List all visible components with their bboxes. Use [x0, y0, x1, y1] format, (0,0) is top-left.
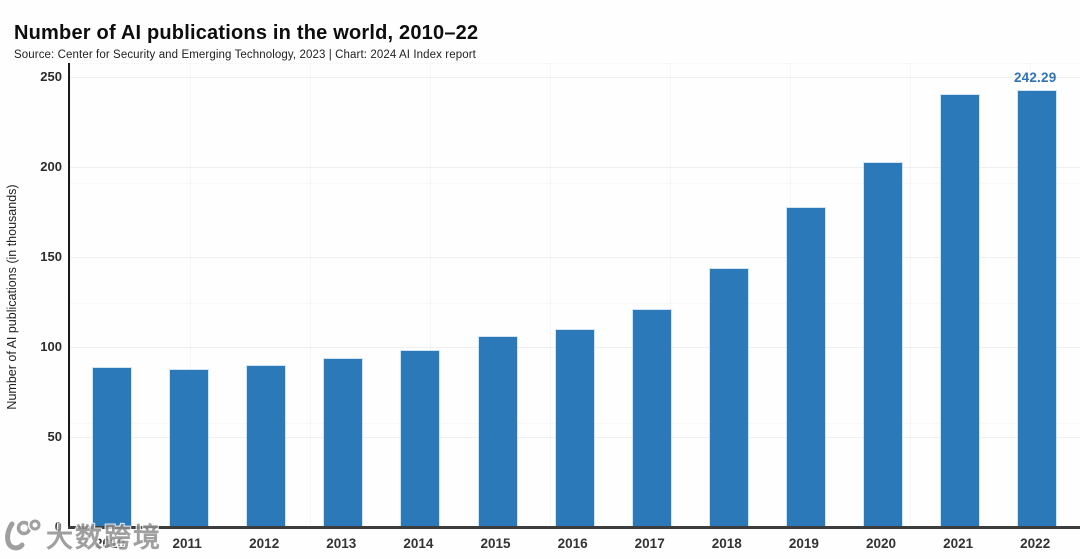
bar-2021: [941, 95, 980, 527]
bar-2018: [709, 268, 748, 527]
bar-2013: [324, 359, 363, 527]
plot-area: [68, 63, 1080, 527]
bar-value-label-2022: 242.29: [1013, 70, 1057, 85]
chart-source-caption: Source: Center for Security and Emerging…: [14, 49, 476, 61]
bar-2010: [93, 368, 131, 527]
bar-2019: [786, 207, 825, 527]
x-axis-line: [68, 526, 1080, 529]
bar-2014: [401, 350, 440, 527]
x-tick-label: 2019: [788, 536, 819, 551]
x-tick-label: 2015: [480, 536, 511, 551]
x-tick-label: 2011: [172, 536, 202, 551]
x-tick-label: 2022: [1020, 536, 1051, 551]
x-tick-label: 2013: [326, 536, 357, 551]
y-tick-label: 200: [40, 159, 62, 174]
x-tick-label: 2017: [634, 536, 665, 551]
y-tick-label: 0: [54, 519, 62, 534]
bar-2022: [1018, 90, 1057, 527]
gridline: [70, 257, 1080, 258]
chart-title: Number of AI publications in the world, …: [14, 22, 479, 44]
bar-2015: [478, 337, 517, 527]
x-tick-label: 2020: [865, 536, 897, 551]
x-tick-label: 2014: [403, 536, 434, 551]
y-tick-label: 100: [40, 339, 62, 354]
gridline: [70, 77, 1080, 78]
x-tick-label: 2021: [943, 536, 974, 551]
y-tick-label: 150: [40, 249, 62, 264]
gridline: [70, 167, 1080, 168]
bar-2012: [247, 365, 286, 527]
x-tick-label: 2018: [711, 536, 742, 551]
bar-2016: [555, 330, 594, 527]
bar-2017: [632, 309, 671, 527]
bar-2020: [864, 163, 902, 527]
x-tick-label: 2012: [249, 536, 280, 551]
x-tick-label: 2016: [557, 536, 588, 551]
x-tick-label: 2010: [94, 536, 126, 551]
y-tick-label: 50: [47, 429, 62, 444]
y-tick-label: 250: [40, 69, 62, 84]
bar-2011: [170, 369, 209, 527]
